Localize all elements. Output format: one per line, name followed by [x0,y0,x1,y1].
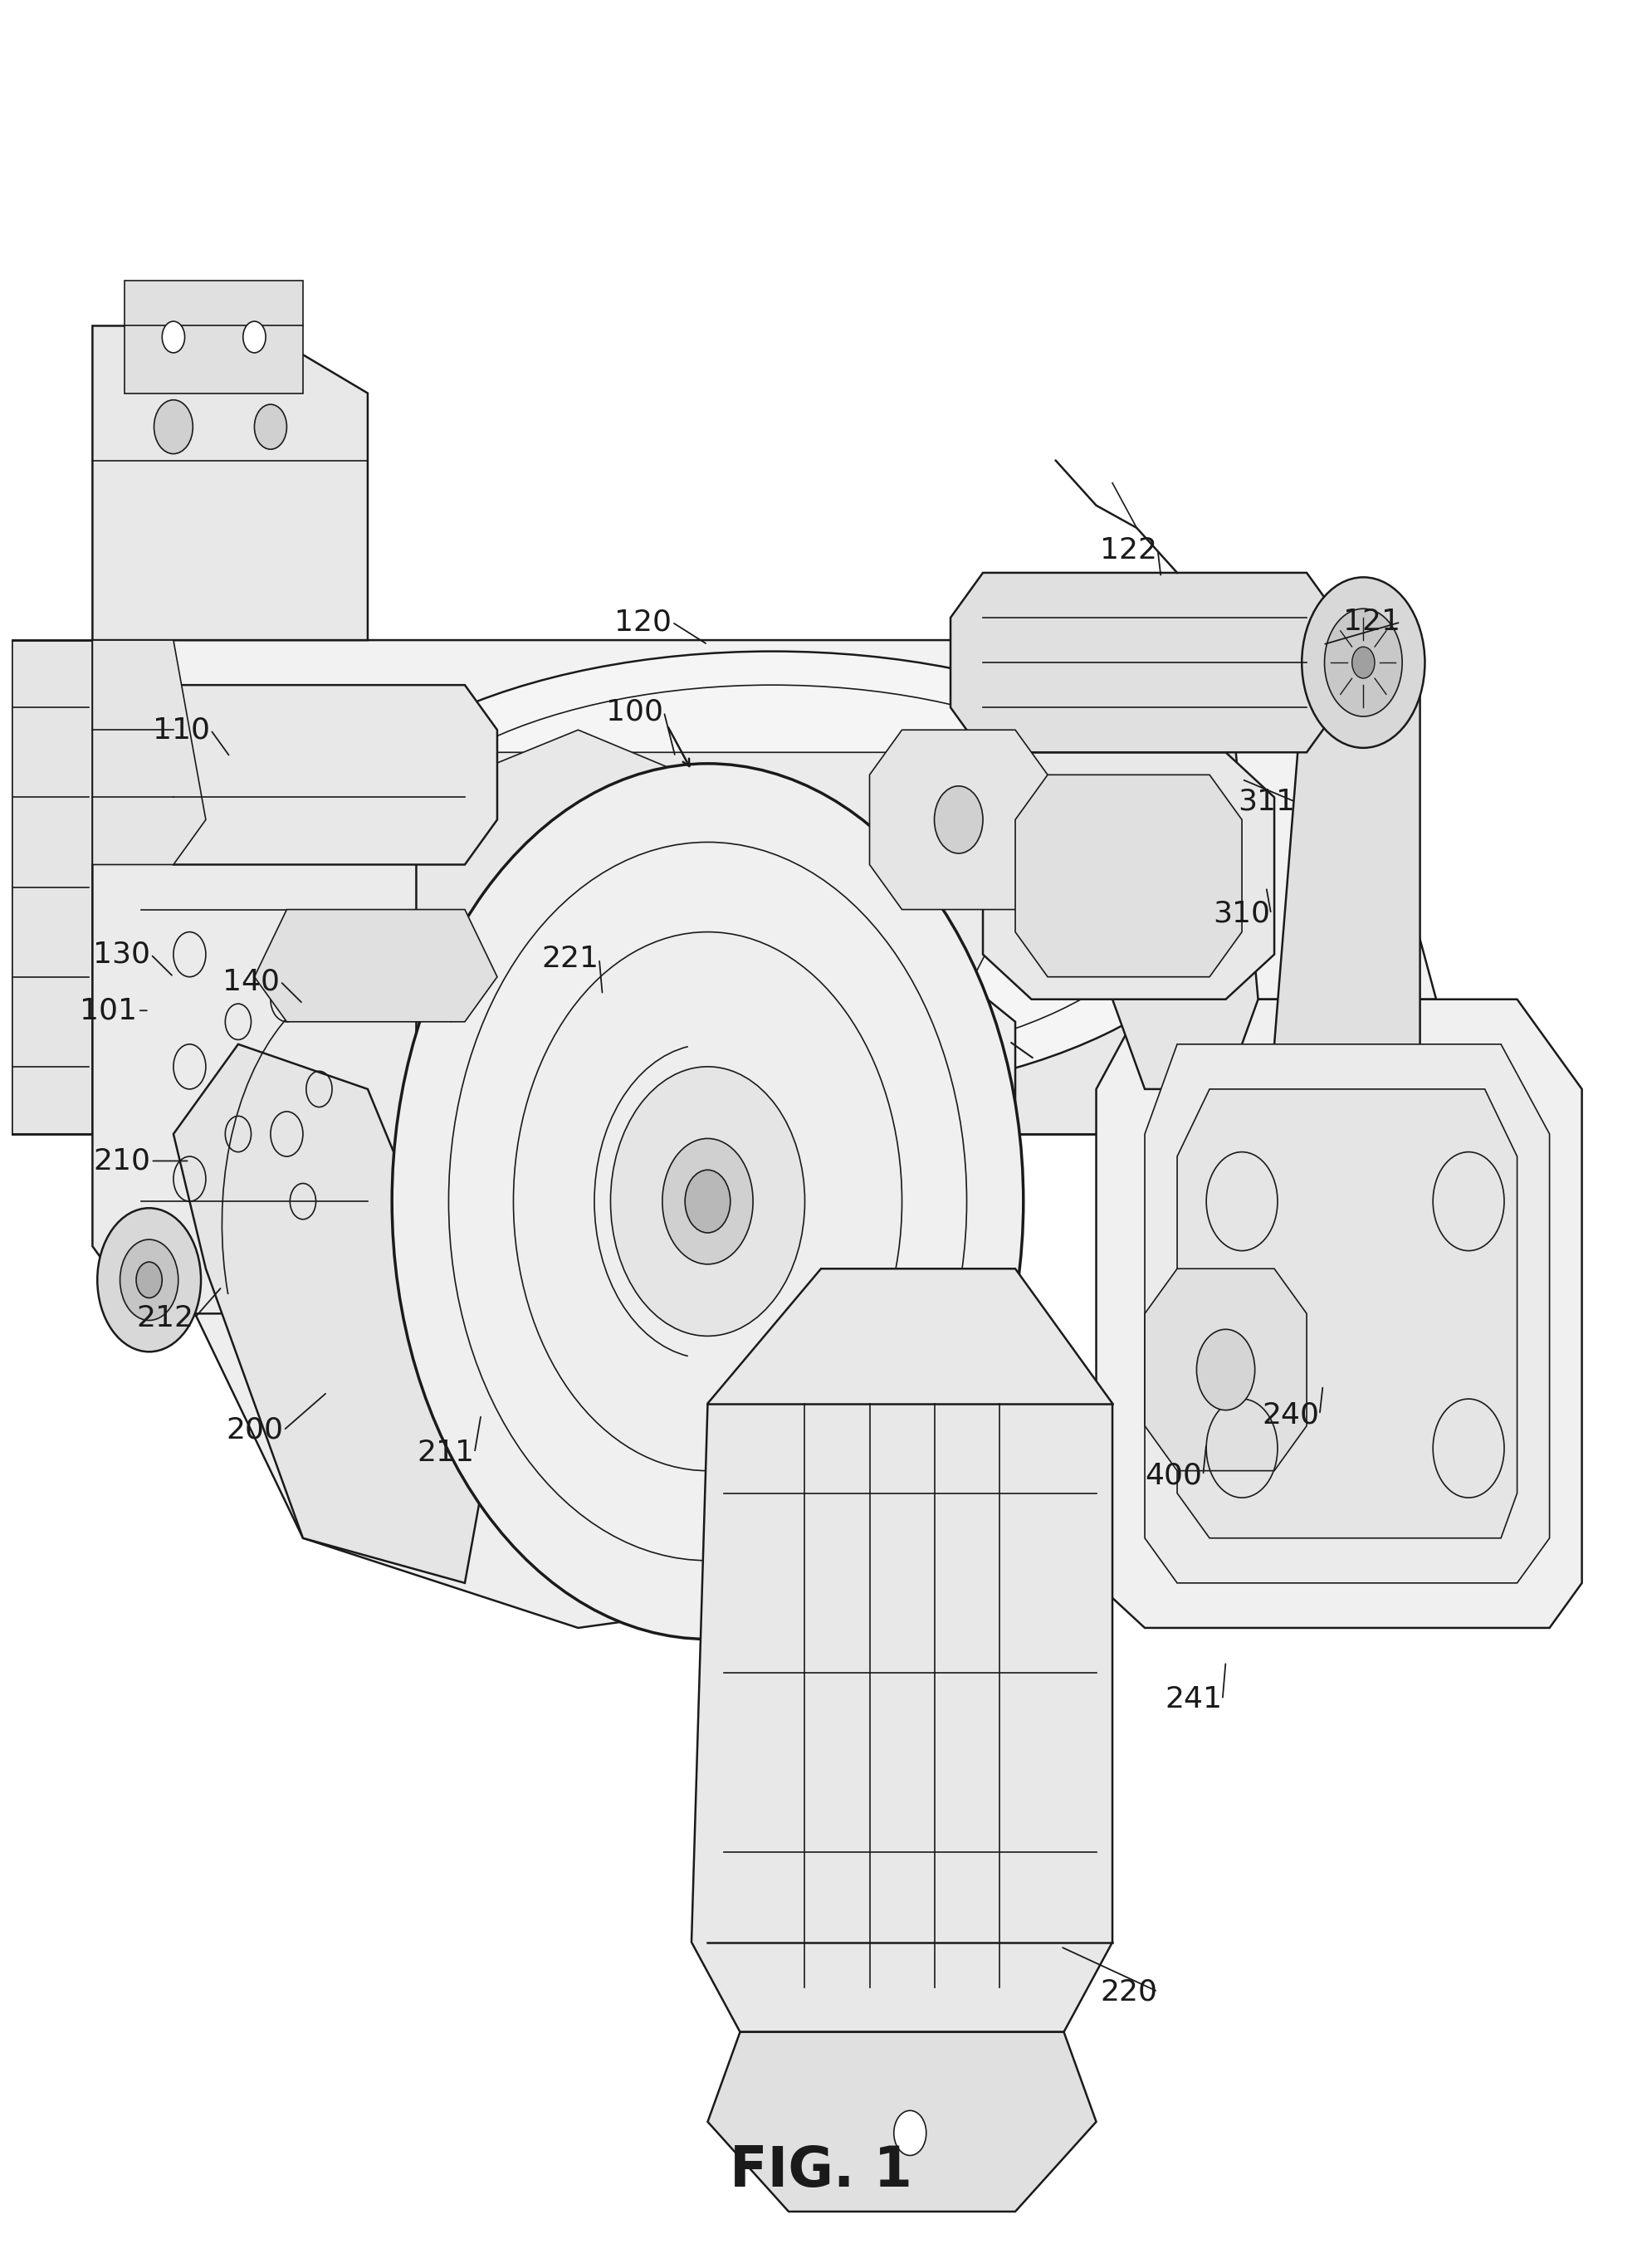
Text: 241: 241 [1164,1685,1222,1715]
Polygon shape [1177,1089,1517,1538]
Circle shape [934,787,984,853]
Polygon shape [92,640,1437,1000]
Polygon shape [1274,640,1420,1089]
Circle shape [97,1209,200,1352]
Circle shape [662,1139,754,1263]
Text: 211: 211 [417,1438,475,1467]
Circle shape [611,1066,805,1336]
Polygon shape [92,640,205,864]
Polygon shape [11,640,92,1134]
Circle shape [163,322,186,354]
Polygon shape [1144,1043,1550,1583]
Text: 220: 220 [1100,1978,1158,2005]
Circle shape [1197,1329,1254,1411]
Text: 400: 400 [1144,1461,1202,1490]
Polygon shape [951,574,1340,753]
Ellipse shape [302,651,1241,1100]
Polygon shape [255,909,498,1023]
Text: 210: 210 [94,1148,151,1175]
Polygon shape [174,1043,498,1583]
Text: 122: 122 [1100,535,1158,565]
Circle shape [685,1170,731,1234]
Polygon shape [691,1268,1112,2032]
Text: 101: 101 [80,996,138,1025]
Text: 240: 240 [1261,1402,1319,1429]
Polygon shape [92,798,417,1313]
Text: 212: 212 [136,1304,194,1331]
Circle shape [243,322,266,354]
Text: FIG. 1: FIG. 1 [729,2143,913,2198]
Circle shape [514,932,901,1470]
Circle shape [1351,646,1374,678]
Text: 110: 110 [153,717,210,744]
Polygon shape [1144,1268,1307,1470]
Circle shape [1325,608,1402,717]
Text: 310: 310 [1213,900,1271,928]
Polygon shape [1097,1000,1581,1628]
Polygon shape [125,281,302,392]
Text: 200: 200 [225,1415,282,1445]
Polygon shape [125,1000,1437,1134]
Polygon shape [141,685,498,864]
Circle shape [1302,578,1425,748]
Circle shape [448,841,967,1560]
Polygon shape [92,327,368,640]
Text: 120: 120 [614,608,672,637]
Circle shape [154,399,192,454]
Text: 121: 121 [1343,608,1401,637]
Circle shape [120,1241,179,1320]
Polygon shape [335,753,1031,1023]
Polygon shape [1015,776,1241,978]
Text: 130: 130 [94,941,151,968]
Polygon shape [870,730,1048,909]
Circle shape [255,404,287,449]
Circle shape [136,1261,163,1297]
Polygon shape [174,864,1015,1628]
Text: 311: 311 [1238,787,1296,816]
Text: 221: 221 [542,946,599,973]
Circle shape [893,2112,926,2155]
Polygon shape [708,2032,1097,2211]
Polygon shape [302,730,741,1023]
Text: 100: 100 [606,699,663,726]
Circle shape [392,764,1023,1640]
Polygon shape [1112,640,1258,1089]
Polygon shape [984,753,1274,1000]
Text: 140: 140 [223,966,279,996]
